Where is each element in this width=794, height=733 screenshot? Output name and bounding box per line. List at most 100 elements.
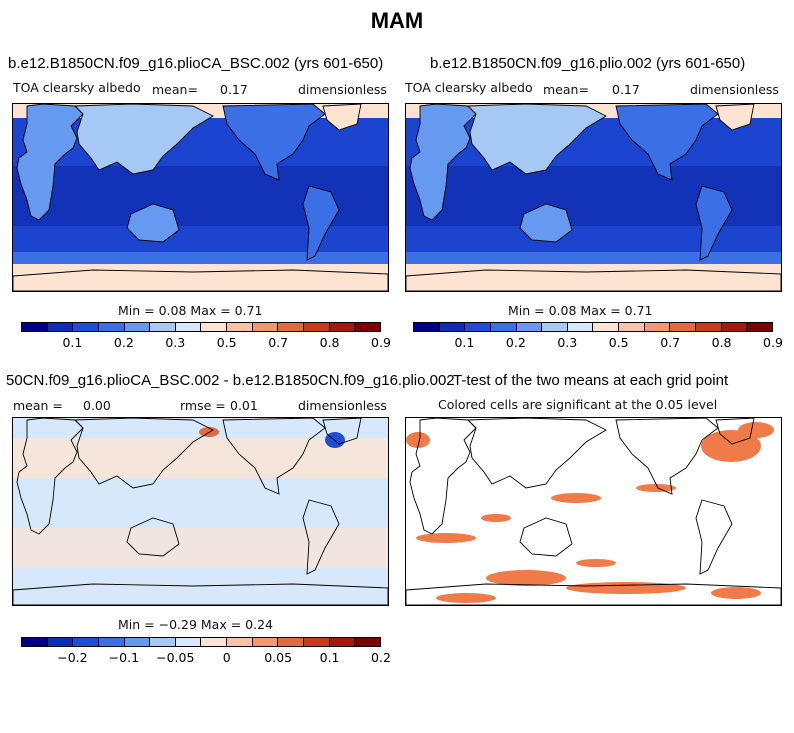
colorbar-swatch	[696, 323, 722, 331]
greenland-coastline	[322, 418, 362, 445]
africa-europe-coastline	[409, 104, 477, 221]
colorbar-swatch	[227, 638, 253, 646]
colorbar-swatch	[201, 323, 228, 331]
panel3-mean-label: mean =	[13, 398, 63, 413]
colorbar-swatch	[98, 638, 125, 646]
main-title: MAM	[370, 8, 424, 33]
colorbar-swatch	[175, 323, 202, 331]
asia-coastline	[73, 418, 214, 489]
colorbar-swatch	[73, 638, 99, 646]
colorbar-tick-label: 0.2	[113, 335, 134, 350]
significant-cells	[576, 559, 616, 567]
colorbar-swatch	[670, 323, 697, 331]
colorbar-swatch	[252, 638, 279, 646]
australia-fill	[127, 204, 179, 242]
significant-cells	[636, 484, 676, 492]
south-america-fill	[303, 186, 339, 260]
colorbar-swatch	[201, 638, 228, 646]
colorbar-tick-label: −0.1	[108, 650, 140, 665]
colorbar-swatch	[47, 323, 74, 331]
colorbar-tick-label: 0.3	[165, 335, 186, 350]
significant-cells	[738, 422, 774, 438]
significant-cells	[486, 570, 566, 586]
antarctica-coastline	[406, 583, 781, 605]
colorbar-tick-label: 0.05	[264, 650, 293, 665]
panel1-map	[12, 103, 389, 292]
significant-cells	[711, 587, 761, 599]
colorbar-tick-label: 0.9	[763, 335, 783, 350]
colorbar-swatch	[516, 323, 543, 331]
colorbar-tick-label: 0.2	[505, 335, 526, 350]
significant-cells	[551, 493, 601, 503]
colorbar-swatch	[304, 638, 330, 646]
colorbar-swatch	[98, 323, 125, 331]
panel1-variable: TOA clearsky albedo	[13, 80, 141, 95]
australia-fill	[520, 204, 572, 242]
south-america-coastline	[302, 185, 340, 261]
colorbar-tick-label: −0.2	[57, 650, 88, 665]
south-america-fill	[696, 186, 732, 260]
colorbar-swatch	[329, 638, 356, 646]
panel4-title: T-test of the two means at each grid poi…	[453, 372, 729, 389]
greenland-coastline	[715, 418, 755, 445]
asia-coastline	[466, 104, 607, 175]
colorbar-swatch	[465, 323, 491, 331]
africa-europe-coastline	[16, 104, 84, 221]
panel2-title: b.e12.B1850CN.f09_g16.plio.002 (yrs 601-…	[430, 55, 746, 72]
panel2-minmax: Min = 0.08 Max = 0.71	[508, 303, 653, 318]
panel1-title: b.e12.B1850CN.f09_g16.plioCA_BSC.002 (yr…	[8, 55, 384, 72]
significant-cells	[566, 582, 686, 594]
colorbar-tick-label: 0.8	[711, 335, 732, 350]
panel3-title: 50CN.f09_g16.plioCA_BSC.002 - b.e12.B185…	[6, 372, 455, 389]
antarctica-coastline	[406, 269, 781, 291]
panel1-mean-value: 0.17	[220, 82, 248, 97]
panel3-map	[12, 417, 389, 606]
asia-coastline	[73, 104, 214, 175]
panel4-subtitle: Colored cells are significant at the 0.0…	[438, 397, 718, 412]
colorbar-swatch	[542, 323, 568, 331]
panel3-minmax: Min = −0.29 Max = 0.24	[118, 617, 273, 632]
antarctic-band	[406, 264, 781, 291]
panel1-units: dimensionless	[298, 82, 387, 97]
colorbar-tick-label: 0.5	[216, 335, 237, 350]
australia-coastline	[519, 517, 573, 557]
colorbar-swatch	[721, 323, 748, 331]
greenland-coastline	[715, 104, 755, 131]
panel1-minmax: Min = 0.08 Max = 0.71	[118, 303, 263, 318]
colorbar-swatch	[150, 323, 176, 331]
panel2-colorbar	[413, 322, 773, 332]
colorbar-tick-label: 0.7	[660, 335, 681, 350]
significant-cells	[436, 593, 496, 603]
antarctica-coastline	[13, 583, 388, 605]
significant-cells	[481, 514, 511, 522]
asia-fill	[468, 104, 606, 174]
south-america-coastline	[695, 185, 733, 261]
south-america-coastline	[302, 499, 340, 575]
panel1-mean-label: mean=	[152, 82, 198, 97]
colorbar-swatch	[150, 638, 176, 646]
panel2-mean-label: mean=	[543, 82, 589, 97]
colorbar-swatch	[124, 323, 151, 331]
greenland-coastline	[322, 104, 362, 131]
colorbar-tick-label: 0.1	[454, 335, 475, 350]
panel2-variable: TOA clearsky albedo	[405, 80, 533, 95]
colorbar-tick-label: 0.5	[608, 335, 629, 350]
greenland-fill	[323, 104, 361, 130]
colorbar-tick-label: 0.1	[319, 650, 340, 665]
colorbar-swatch	[124, 638, 151, 646]
colorbar-tick-label: 0	[222, 650, 231, 665]
colorbar-swatch	[73, 323, 99, 331]
panel3-mean-value: 0.00	[83, 398, 111, 413]
significant-cells	[701, 430, 761, 462]
australia-coastline	[126, 203, 180, 243]
africa-europe-fill	[410, 104, 476, 220]
asia-fill	[75, 104, 213, 174]
colorbar-swatch	[747, 323, 772, 331]
colorbar-swatch	[47, 638, 74, 646]
colorbar-swatch	[644, 323, 671, 331]
colorbar-swatch	[175, 638, 202, 646]
colorbar-swatch	[567, 323, 594, 331]
panel2-map	[405, 103, 782, 292]
colorbar-swatch	[278, 323, 305, 331]
significant-cells	[416, 533, 476, 543]
